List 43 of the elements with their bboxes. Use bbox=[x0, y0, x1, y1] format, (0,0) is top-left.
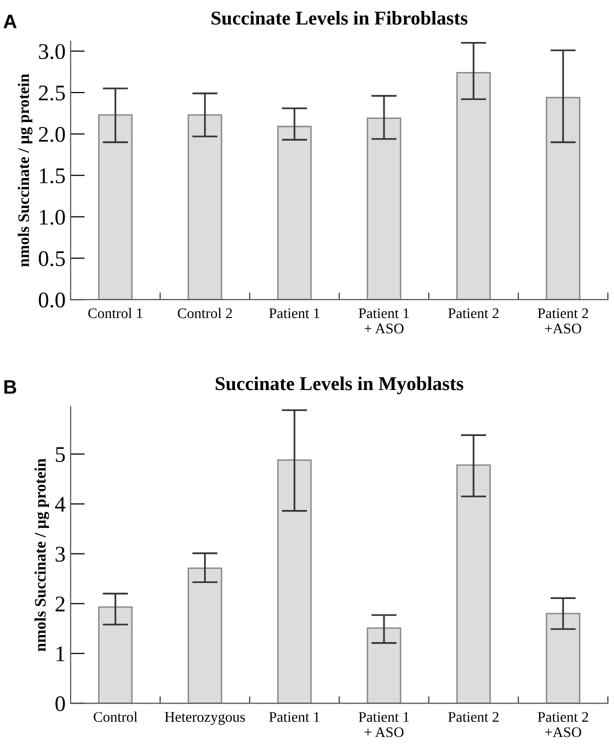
y-tick-label: 3 bbox=[56, 546, 65, 562]
y-tick-label: 0.5 bbox=[38, 251, 65, 266]
x-tick-label: Patient 1 bbox=[269, 712, 320, 722]
bar bbox=[98, 606, 133, 704]
x-tick-label: Control bbox=[94, 712, 138, 722]
y-tick-label: 1 bbox=[56, 646, 64, 662]
x-tick-label: Patient 1 bbox=[269, 308, 320, 318]
bar bbox=[456, 72, 491, 300]
y-tick-label: 2.0 bbox=[38, 126, 65, 142]
bar bbox=[546, 96, 580, 300]
bar bbox=[188, 114, 222, 300]
y-tick-label: 4 bbox=[55, 496, 66, 512]
x-tick-label: Heterozygous bbox=[164, 712, 245, 725]
y-tick-label: 2.5 bbox=[38, 86, 65, 101]
x-tick-label: Patient 2 bbox=[448, 308, 498, 318]
bar bbox=[546, 612, 580, 704]
y-tick-label: 1.0 bbox=[40, 210, 65, 225]
x-tick-label: Patient 1 + ASO bbox=[358, 712, 409, 738]
bar bbox=[277, 459, 312, 704]
y-tick-label: 3.0 bbox=[39, 44, 65, 60]
y-tick-label: 2 bbox=[56, 596, 65, 612]
chart-title: Succinate Levels in Myoblasts bbox=[216, 376, 464, 394]
text: B bbox=[4, 380, 16, 394]
y-axis-title: nmols Succinate / µg protein bbox=[34, 458, 50, 652]
bar bbox=[366, 118, 402, 300]
x-tick-label: Patient 2 +ASO bbox=[538, 308, 588, 334]
x-tick-label: Control 2 bbox=[178, 308, 232, 318]
y-tick-label: 0 bbox=[55, 696, 65, 712]
y-tick-label: 5 bbox=[56, 447, 65, 462]
y-tick-label: 0.0 bbox=[38, 292, 65, 308]
bar bbox=[98, 114, 133, 300]
chart-title: Succinate Levels in Fibroblasts bbox=[212, 11, 468, 25]
bar bbox=[366, 627, 402, 704]
bar bbox=[188, 568, 222, 704]
x-tick-label: Control 1 bbox=[88, 308, 142, 318]
y-axis-title: nmols Succinate / µg protein bbox=[18, 74, 32, 267]
x-tick-label: Patient 1 + ASO bbox=[358, 308, 409, 334]
x-tick-label: Patient 2 +ASO bbox=[538, 712, 588, 738]
y-tick-label: 1.5 bbox=[40, 168, 65, 184]
bar bbox=[456, 464, 491, 704]
bar bbox=[277, 126, 312, 300]
x-tick-label: Patient 2 bbox=[448, 712, 498, 722]
text: A bbox=[4, 14, 17, 28]
